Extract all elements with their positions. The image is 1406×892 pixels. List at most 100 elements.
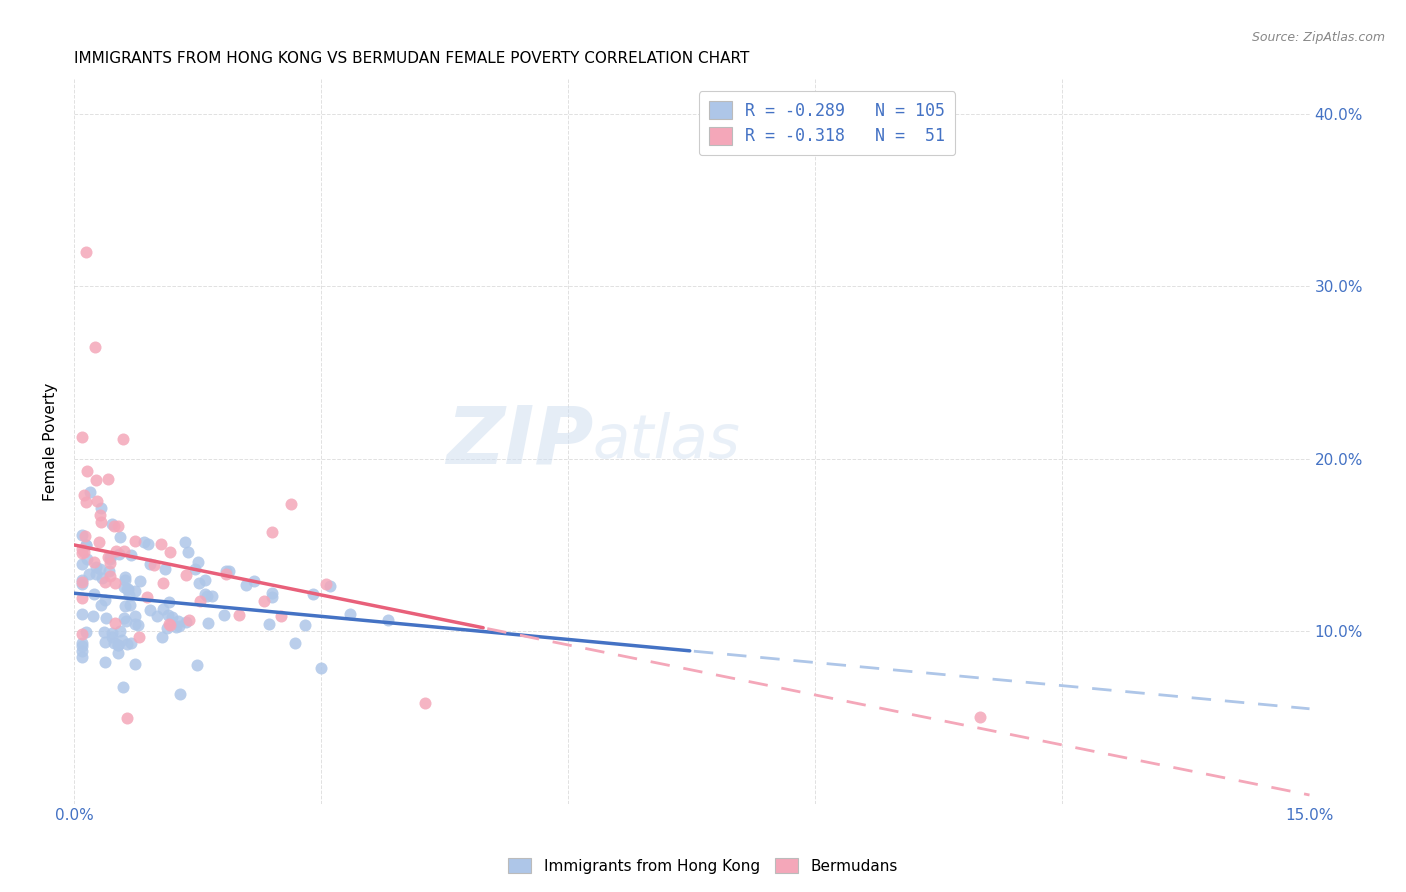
Legend: Immigrants from Hong Kong, Bermudans: Immigrants from Hong Kong, Bermudans — [502, 852, 904, 880]
Point — [107, 646, 129, 660]
Point — [165, 620, 187, 634]
Point — [128, 630, 150, 644]
Point — [72, 639, 94, 653]
Point — [114, 570, 136, 584]
Point — [183, 562, 205, 576]
Point — [152, 601, 174, 615]
Point — [72, 607, 94, 621]
Point — [73, 488, 96, 502]
Point — [93, 592, 115, 607]
Point — [339, 607, 361, 621]
Point — [75, 495, 97, 509]
Point — [90, 598, 112, 612]
Point — [110, 632, 132, 647]
Point — [75, 244, 97, 259]
Point — [215, 566, 238, 581]
Legend: R = -0.289   N = 105, R = -0.318   N =  51: R = -0.289 N = 105, R = -0.318 N = 51 — [699, 91, 955, 155]
Point — [319, 579, 342, 593]
Point — [112, 680, 135, 694]
Point — [243, 574, 266, 589]
Point — [218, 564, 240, 578]
Point — [177, 614, 200, 628]
Point — [108, 624, 131, 638]
Point — [76, 465, 98, 479]
Point — [101, 517, 124, 532]
Point — [91, 571, 114, 585]
Point — [152, 575, 174, 590]
Point — [188, 594, 211, 608]
Point — [89, 508, 111, 523]
Point — [98, 569, 121, 583]
Point — [72, 557, 94, 571]
Point — [105, 544, 128, 558]
Point — [120, 636, 142, 650]
Point — [201, 589, 224, 603]
Point — [75, 538, 97, 552]
Point — [103, 636, 125, 650]
Point — [87, 534, 110, 549]
Point — [114, 599, 136, 613]
Point — [83, 340, 105, 354]
Point — [120, 548, 142, 562]
Point — [302, 587, 325, 601]
Point — [194, 587, 217, 601]
Point — [215, 565, 238, 579]
Point — [118, 599, 141, 613]
Point — [100, 630, 122, 644]
Point — [124, 608, 146, 623]
Point — [72, 591, 94, 606]
Point — [156, 608, 179, 623]
Point — [150, 537, 173, 551]
Point — [195, 589, 218, 603]
Point — [146, 609, 169, 624]
Point — [100, 556, 122, 570]
Point — [108, 530, 131, 544]
Point — [77, 566, 100, 581]
Point — [79, 484, 101, 499]
Point — [157, 616, 180, 631]
Point — [100, 549, 122, 564]
Point — [96, 611, 118, 625]
Point — [72, 573, 94, 587]
Point — [413, 696, 436, 710]
Point — [72, 627, 94, 641]
Point — [174, 534, 197, 549]
Point — [90, 501, 112, 516]
Point — [228, 608, 250, 623]
Point — [169, 687, 191, 701]
Point — [143, 558, 166, 573]
Point — [309, 661, 332, 675]
Text: ZIP: ZIP — [446, 402, 593, 481]
Point — [118, 588, 141, 602]
Point — [136, 590, 159, 604]
Point — [124, 533, 146, 548]
Point — [107, 638, 129, 652]
Point — [86, 493, 108, 508]
Point — [212, 608, 235, 623]
Point — [253, 594, 276, 608]
Point — [101, 626, 124, 640]
Point — [260, 586, 283, 600]
Point — [104, 575, 127, 590]
Point — [98, 552, 121, 566]
Point — [280, 497, 302, 511]
Point — [127, 617, 149, 632]
Point — [83, 587, 105, 601]
Point — [177, 545, 200, 559]
Point — [103, 519, 125, 533]
Point — [97, 564, 120, 578]
Point — [124, 657, 146, 672]
Point — [257, 616, 280, 631]
Point — [153, 562, 176, 576]
Point — [128, 574, 150, 589]
Point — [160, 609, 183, 624]
Point — [117, 582, 139, 597]
Point — [94, 655, 117, 669]
Point — [90, 515, 112, 529]
Point — [117, 582, 139, 596]
Point — [186, 658, 208, 673]
Point — [112, 544, 135, 558]
Point — [93, 635, 115, 649]
Point — [75, 539, 97, 553]
Point — [260, 524, 283, 539]
